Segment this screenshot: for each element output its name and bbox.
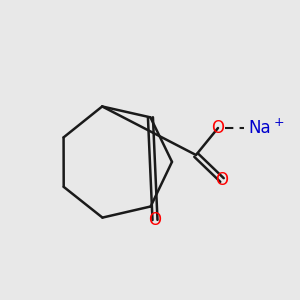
Text: Na: Na bbox=[248, 119, 271, 137]
Text: +: + bbox=[274, 116, 285, 128]
Text: O: O bbox=[148, 211, 161, 229]
Text: O: O bbox=[212, 119, 224, 137]
Text: O: O bbox=[215, 171, 229, 189]
